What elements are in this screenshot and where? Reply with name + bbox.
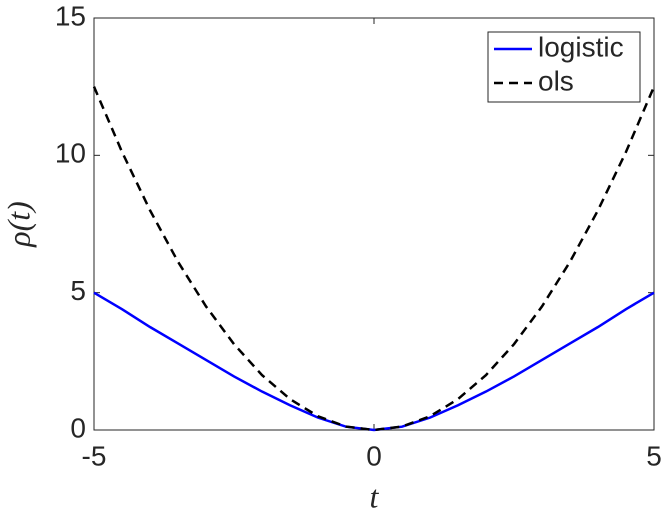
y-tick-label: 0: [70, 412, 86, 443]
x-axis-label: t: [370, 478, 380, 514]
x-tick-label: -5: [82, 440, 107, 471]
line-series: [92, 86, 656, 432]
x-tick-label: 5: [646, 440, 662, 471]
y-tick-label: 15: [55, 0, 86, 31]
line-series: [93, 291, 655, 432]
y-tick-label: 10: [55, 138, 86, 169]
y-tick-label: 5: [70, 275, 86, 306]
legend-box: [487, 31, 641, 103]
legend-label: logistic: [538, 31, 624, 62]
x-tick-label: 0: [366, 440, 382, 471]
legend-label: ols: [538, 65, 574, 96]
y-axis-label: ρ(t): [0, 201, 36, 248]
